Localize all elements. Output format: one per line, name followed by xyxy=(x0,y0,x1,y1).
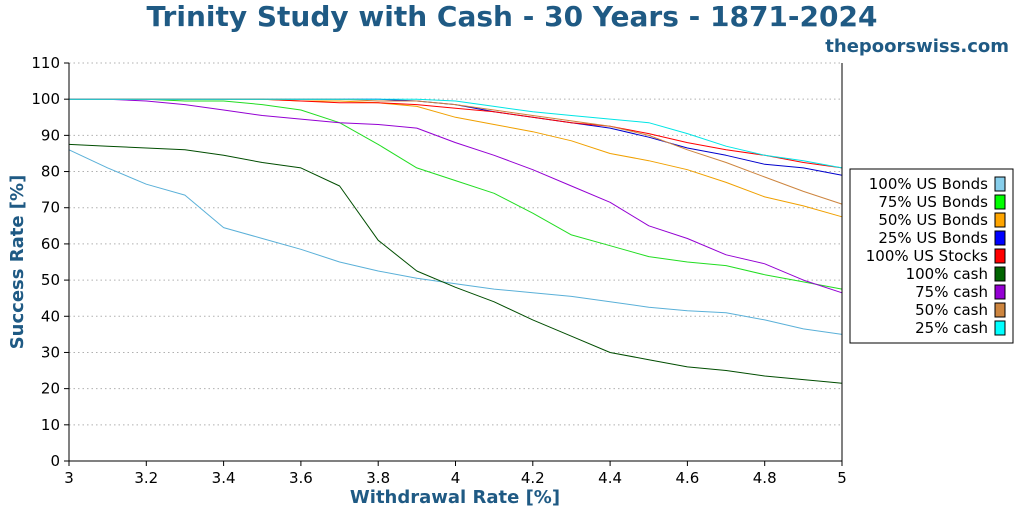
y-tick-label: 50 xyxy=(41,271,60,289)
y-tick-label: 40 xyxy=(41,307,60,325)
x-tick-label: 3.4 xyxy=(212,469,236,487)
legend-label-100-us-stocks: 100% US Stocks xyxy=(866,247,988,265)
x-tick-label: 3.6 xyxy=(289,469,313,487)
series-line-100-us-stocks xyxy=(69,98,843,169)
y-tick-label: 10 xyxy=(41,416,60,434)
series-line-50-cash xyxy=(69,98,843,205)
site-watermark: thepoorswiss.com xyxy=(825,36,1009,57)
x-tick-label: 3.8 xyxy=(366,469,390,487)
series-line-100-us-bonds xyxy=(68,149,843,335)
y-tick-label: 80 xyxy=(41,163,60,181)
x-tick-label: 3 xyxy=(64,469,74,487)
y-tick-label: 20 xyxy=(41,380,60,398)
y-axis-ticks: 0 10 20 30 40 50 60 70 80 90 100 110 xyxy=(31,54,69,470)
legend-swatch-100-us-bonds xyxy=(994,176,1006,192)
y-axis-title: Success Rate [%] xyxy=(7,175,28,350)
series-lines xyxy=(68,98,843,384)
legend-label-25-cash: 25% cash xyxy=(915,319,988,337)
series-line-25-us-bonds xyxy=(69,98,843,176)
series-line-75-us-bonds xyxy=(69,98,843,290)
x-axis-ticks: 3 3.2 3.4 3.6 3.8 4 4.2 4.4 4.6 4.8 5 xyxy=(64,461,847,487)
legend-swatch-50-cash xyxy=(994,302,1006,318)
series-line-50-us-bonds xyxy=(69,98,843,218)
y-tick-label: 0 xyxy=(50,452,60,470)
y-tick-label: 70 xyxy=(41,199,60,217)
x-axis-title: Withdrawal Rate [%] xyxy=(350,487,560,508)
x-tick-label: 4.4 xyxy=(598,469,622,487)
x-tick-label: 3.2 xyxy=(134,469,158,487)
series-line-75-cash xyxy=(69,98,843,294)
legend-swatch-50-us-bonds xyxy=(994,212,1006,228)
y-tick-label: 110 xyxy=(31,54,60,72)
legend-label-75-us-bonds: 75% US Bonds xyxy=(878,193,988,211)
axes xyxy=(68,63,843,462)
legend-swatch-25-us-bonds xyxy=(994,230,1006,246)
series-line-100-cash xyxy=(68,143,843,384)
legend-label-100-cash: 100% cash xyxy=(906,265,988,283)
legend-label-25-us-bonds: 25% US Bonds xyxy=(878,229,988,247)
grid-lines xyxy=(69,62,842,426)
x-tick-label: 4.8 xyxy=(753,469,777,487)
x-tick-label: 5 xyxy=(837,469,847,487)
series-line-25-cash xyxy=(69,98,843,169)
legend-swatch-25-cash xyxy=(994,320,1006,336)
legend-label-50-cash: 50% cash xyxy=(915,301,988,319)
x-tick-label: 4 xyxy=(451,469,461,487)
y-tick-label: 60 xyxy=(41,235,60,253)
y-tick-label: 90 xyxy=(41,126,60,144)
y-tick-label: 30 xyxy=(41,343,60,361)
legend-label-50-us-bonds: 50% US Bonds xyxy=(878,211,988,229)
x-tick-label: 4.2 xyxy=(521,469,545,487)
legend-box xyxy=(849,168,1014,344)
chart-title: Trinity Study with Cash - 30 Years - 187… xyxy=(147,0,878,33)
legend-label-75-cash: 75% cash xyxy=(915,283,988,301)
legend-swatch-100-cash xyxy=(994,266,1006,282)
legend-swatch-75-cash xyxy=(994,284,1006,300)
x-tick-label: 4.6 xyxy=(675,469,699,487)
legend-swatch-75-us-bonds xyxy=(994,194,1006,210)
legend-swatch-100-us-stocks xyxy=(994,248,1006,264)
y-tick-label: 100 xyxy=(31,90,60,108)
legend-label-100-us-bonds: 100% US Bonds xyxy=(869,175,988,193)
